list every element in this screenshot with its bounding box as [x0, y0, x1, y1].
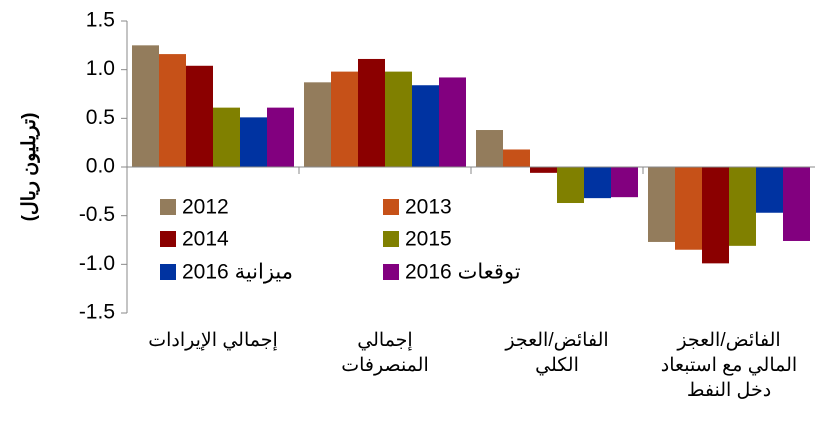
legend-label: 2015 [405, 228, 452, 251]
bar [476, 130, 503, 167]
y-tick-label: 1.0 [86, 57, 115, 80]
bar [159, 54, 186, 167]
legend-swatch [160, 199, 176, 215]
bar [584, 167, 611, 199]
legend-label: 2013 [405, 196, 452, 219]
bar [358, 58, 385, 167]
x-tick-label: إجمالي المنصرفات [341, 330, 429, 376]
y-tick-label: -0.5 [79, 203, 115, 226]
bar [439, 77, 466, 167]
bar [557, 167, 584, 204]
legend-label: 2014 [182, 228, 229, 251]
x-tick-label: الفائض/العجز المالي مع استبعاد دخل النفط [660, 330, 798, 401]
legend-label: 2016 ميزانية [182, 261, 293, 285]
bar [503, 149, 530, 167]
bar [213, 107, 240, 167]
bar [331, 71, 358, 167]
bar [385, 71, 412, 167]
bar [611, 167, 638, 198]
y-tick-label: -1.0 [79, 252, 115, 275]
bar [304, 82, 331, 167]
bar [783, 167, 810, 241]
bar [648, 167, 675, 242]
bar [756, 167, 783, 213]
legend-swatch [383, 199, 399, 215]
bar [132, 45, 159, 168]
y-tick-label: 0.0 [86, 155, 115, 178]
x-tick-label: إجمالي الإيرادات [148, 330, 278, 351]
bar [530, 167, 557, 173]
legend-swatch [160, 264, 176, 280]
bar [412, 85, 439, 167]
bar [729, 167, 756, 246]
x-tick-label: الفائض/العجز الكلي [505, 330, 609, 376]
legend-swatch [383, 264, 399, 280]
legend-swatch [160, 231, 176, 247]
bar [186, 65, 213, 167]
y-tick-label: -1.5 [79, 301, 115, 324]
legend-swatch [383, 231, 399, 247]
bar [702, 167, 729, 264]
y-tick-label: 0.5 [86, 106, 115, 129]
legend-label: 2016 توقعات [405, 261, 521, 285]
bar [675, 167, 702, 250]
y-tick-label: 1.5 [86, 9, 115, 32]
legend-label: 2012 [182, 196, 229, 219]
bar [240, 117, 267, 167]
bar [267, 107, 294, 167]
y-axis-label: (تريليون ريال) [19, 113, 40, 222]
